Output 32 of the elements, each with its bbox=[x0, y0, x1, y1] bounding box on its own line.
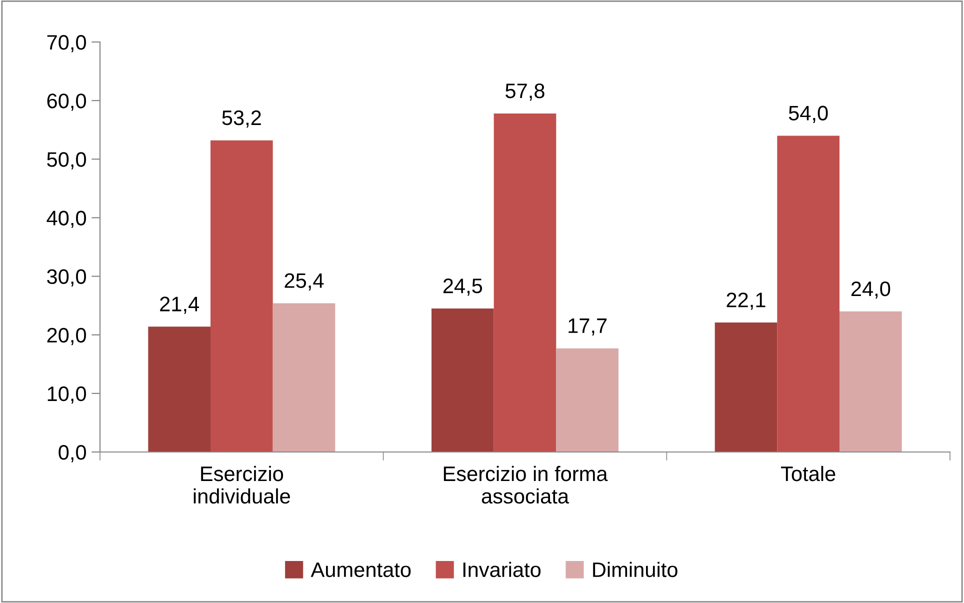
y-tick-label: 40,0 bbox=[46, 210, 86, 228]
data-label: 22,1 bbox=[726, 292, 766, 310]
data-label: 17,7 bbox=[568, 318, 607, 336]
y-tick-label: 20,0 bbox=[47, 328, 86, 346]
bar bbox=[714, 322, 778, 452]
data-label: 24,0 bbox=[851, 281, 890, 299]
y-tick-label: 30,0 bbox=[47, 269, 86, 286]
data-label: 57,8 bbox=[506, 83, 544, 101]
y-tick-label: 50,0 bbox=[47, 152, 86, 170]
bar bbox=[840, 311, 902, 452]
bar bbox=[272, 303, 336, 452]
x-tick-label: Esercizio individuale bbox=[194, 466, 290, 504]
bar bbox=[148, 326, 210, 452]
x-tick-label: Esercizio in forma associata bbox=[444, 466, 608, 504]
data-label: 25,4 bbox=[284, 273, 324, 290]
data-label: 21,4 bbox=[160, 296, 199, 314]
bar bbox=[432, 308, 494, 452]
bar bbox=[494, 113, 556, 452]
y-tick-label: 60,0 bbox=[47, 94, 86, 111]
legend-label: Aumentato bbox=[310, 562, 411, 578]
data-label: 24,5 bbox=[443, 278, 482, 296]
x-tick-label: Totale bbox=[781, 466, 836, 482]
y-tick-label: 10,0 bbox=[48, 386, 86, 404]
bar bbox=[556, 348, 618, 452]
data-label: 53,2 bbox=[222, 110, 261, 128]
legend-label: Diminuito bbox=[593, 562, 678, 578]
legend-label: Invariato bbox=[463, 562, 541, 578]
bar bbox=[777, 136, 840, 452]
y-tick-label: 0,0 bbox=[58, 445, 86, 462]
bar bbox=[210, 140, 273, 452]
y-tick-label: 70,0 bbox=[47, 35, 86, 52]
data-label: 54,0 bbox=[788, 106, 828, 123]
